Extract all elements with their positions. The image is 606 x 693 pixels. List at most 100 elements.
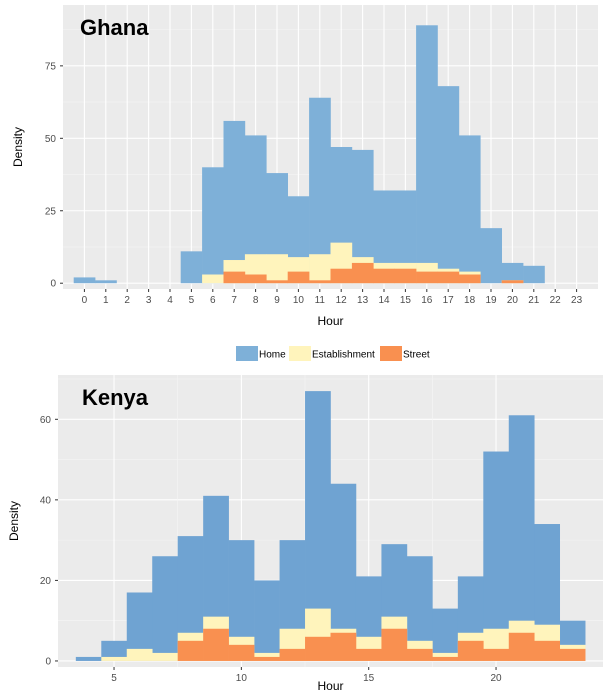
x-tick-label: 15	[363, 673, 375, 684]
bar-street-16	[381, 628, 408, 661]
x-tick-label: 16	[421, 295, 433, 306]
bar-street-18	[458, 274, 481, 284]
bar-street-7	[223, 271, 246, 284]
bar-home-4	[75, 656, 102, 661]
y-axis-label: Density	[11, 127, 25, 167]
x-tick-label: 4	[167, 295, 173, 306]
y-axis-label: Density	[7, 501, 21, 541]
y-tick-label: 75	[45, 61, 57, 72]
bar-street-10	[287, 271, 310, 284]
x-tick-label: 13	[357, 295, 369, 306]
x-tick-label: 15	[400, 295, 412, 306]
legend-label: Home	[259, 350, 286, 361]
bar-home-13	[351, 149, 374, 284]
series-street	[223, 262, 524, 284]
bar-street-16	[416, 271, 438, 284]
x-tick-label: 23	[571, 295, 583, 306]
y-tick-label: 40	[40, 495, 52, 506]
bar-street-11	[254, 656, 280, 661]
legend-swatch	[380, 346, 402, 361]
x-axis-label: Hour	[317, 314, 343, 328]
bar-establishment-6	[202, 274, 224, 284]
legend-item-home: Home	[236, 346, 286, 361]
x-tick-label: 6	[210, 295, 216, 306]
bar-street-12	[330, 268, 353, 284]
bar-street-12	[279, 648, 306, 661]
bar-home-15	[394, 190, 417, 284]
legend-label: Street	[403, 350, 430, 361]
x-tick-label: 20	[490, 673, 502, 684]
bar-street-13	[351, 262, 374, 284]
bar-home-0	[73, 277, 96, 284]
bar-home-21	[523, 265, 545, 284]
bar-home-18	[458, 135, 481, 284]
y-tick-label: 50	[45, 134, 57, 145]
x-tick-label: 19	[485, 295, 497, 306]
series-street	[177, 628, 586, 661]
bar-street-19	[457, 640, 484, 661]
bar-street-17	[437, 271, 460, 284]
bar-home-21	[508, 415, 535, 661]
x-axis-label: Hour	[317, 679, 343, 693]
bar-street-15	[355, 648, 382, 661]
bar-street-10	[228, 644, 255, 661]
bar-street-20	[501, 280, 524, 284]
bar-establishment-11	[309, 254, 331, 284]
bar-establishment-6	[126, 648, 153, 661]
legend-item-establishment: Establishment	[289, 346, 375, 361]
x-tick-label: 21	[528, 295, 540, 306]
x-tick-label: 5	[111, 673, 117, 684]
x-tick-label: 22	[550, 295, 562, 306]
x-tick-label: 3	[146, 295, 152, 306]
bar-street-14	[373, 268, 395, 284]
x-tick-label: 1	[103, 295, 109, 306]
y-tick-label: 20	[40, 576, 52, 587]
bar-home-6	[202, 167, 224, 284]
bar-home-17	[437, 86, 460, 284]
x-tick-label: 7	[231, 295, 237, 306]
bar-home-7	[152, 556, 178, 661]
bar-home-5	[101, 640, 128, 661]
y-tick-label: 0	[50, 279, 56, 290]
x-tick-label: 10	[236, 673, 248, 684]
bar-street-11	[309, 280, 331, 284]
bar-home-20	[483, 451, 510, 661]
panel-title: Kenya	[82, 385, 149, 410]
bar-home-20	[501, 262, 524, 284]
bar-establishment-5	[101, 656, 128, 661]
bar-street-23	[559, 648, 586, 661]
bar-home-1	[95, 280, 117, 284]
bar-home-18	[432, 608, 459, 661]
x-tick-label: 17	[443, 295, 455, 306]
bar-home-11	[309, 97, 331, 284]
x-tick-label: 10	[293, 295, 305, 306]
bar-home-7	[223, 120, 246, 284]
x-tick-label: 11	[315, 295, 326, 306]
x-tick-label: 9	[274, 295, 280, 306]
bar-home-19	[480, 228, 502, 284]
bar-street-15	[394, 268, 417, 284]
x-tick-label: 2	[124, 295, 130, 306]
y-tick-label: 0	[45, 656, 51, 667]
x-tick-label: 8	[253, 295, 259, 306]
bar-street-17	[406, 648, 433, 661]
bar-home-11	[254, 580, 280, 661]
bar-street-9	[203, 628, 229, 661]
bar-street-9	[266, 280, 288, 284]
bar-street-13	[305, 636, 331, 661]
kenya-panel: 0 20 40 60 5 10 15 20 Hour Density Kenya	[7, 375, 603, 693]
bar-home-14	[373, 190, 395, 284]
bar-street-8	[244, 274, 267, 284]
x-tick-label: 0	[82, 295, 88, 306]
bar-establishment-9	[266, 254, 288, 284]
legend: Home Establishment Street	[236, 346, 430, 361]
y-tick-label: 25	[45, 206, 57, 217]
bar-street-14	[330, 632, 357, 661]
series-home	[73, 25, 545, 284]
bar-street-8	[177, 640, 204, 661]
x-tick-label: 12	[336, 295, 348, 306]
legend-swatch	[289, 346, 311, 361]
legend-swatch	[236, 346, 258, 361]
